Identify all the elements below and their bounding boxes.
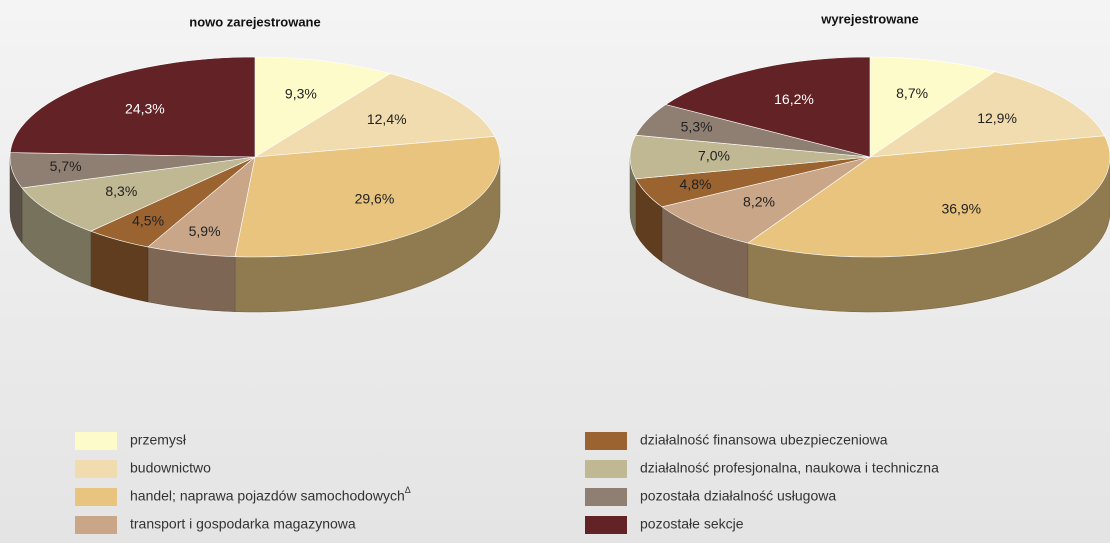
legend-label: pozostała działalność usługowa (640, 488, 836, 504)
data-label: 4,8% (680, 176, 712, 192)
legend-label: przemysł (130, 432, 187, 448)
data-label: 8,7% (896, 85, 928, 101)
slice (869, 56, 996, 158)
slice (254, 56, 391, 158)
slice-side (147, 246, 236, 312)
data-label: 29,6% (355, 191, 395, 207)
slice (21, 156, 256, 232)
legend-label: działalność finansowa ubezpieczeniowa (640, 432, 888, 448)
data-label: 5,9% (189, 223, 221, 239)
slice (747, 135, 1110, 258)
legend-superscript: Δ (405, 485, 411, 495)
slice (234, 136, 501, 258)
legend-swatch (585, 432, 627, 450)
legend-swatch (75, 460, 117, 478)
data-label: 24,3% (125, 101, 165, 117)
legend-swatch (585, 516, 627, 534)
data-label: 16,2% (774, 91, 814, 107)
slice (629, 134, 871, 180)
slice (254, 73, 496, 158)
legend-swatch (585, 460, 627, 478)
legend-swatch (75, 488, 117, 506)
slice (9, 56, 256, 158)
legend-swatch (75, 432, 117, 450)
slice (661, 156, 871, 244)
data-label: 8,2% (743, 193, 775, 209)
data-label: 12,9% (977, 110, 1017, 126)
legend-label: transport i gospodarka magazynowa (130, 516, 356, 532)
data-label: 36,9% (941, 200, 981, 216)
legend-label: budownictwo (130, 460, 211, 476)
data-label: 7,0% (698, 148, 730, 164)
data-label: 9,3% (285, 85, 317, 101)
data-label: 8,3% (105, 183, 137, 199)
legend-label: działalność profesjonalna, naukowa i tec… (640, 460, 939, 476)
data-label: 5,3% (681, 118, 713, 134)
data-label: 5,7% (50, 158, 82, 174)
slice (665, 56, 871, 158)
legend-swatch (75, 516, 117, 534)
chart-title: wyrejestrowane (820, 11, 919, 26)
legend-label: pozostałe sekcje (640, 516, 744, 532)
data-label: 12,4% (367, 111, 407, 127)
legend-label: handel; naprawa pojazdów samochodowychΔ (130, 485, 411, 503)
slice (868, 71, 1106, 158)
chart-title: nowo zarejestrowane (189, 14, 320, 29)
legend-swatch (585, 488, 627, 506)
data-label: 4,5% (132, 212, 164, 228)
